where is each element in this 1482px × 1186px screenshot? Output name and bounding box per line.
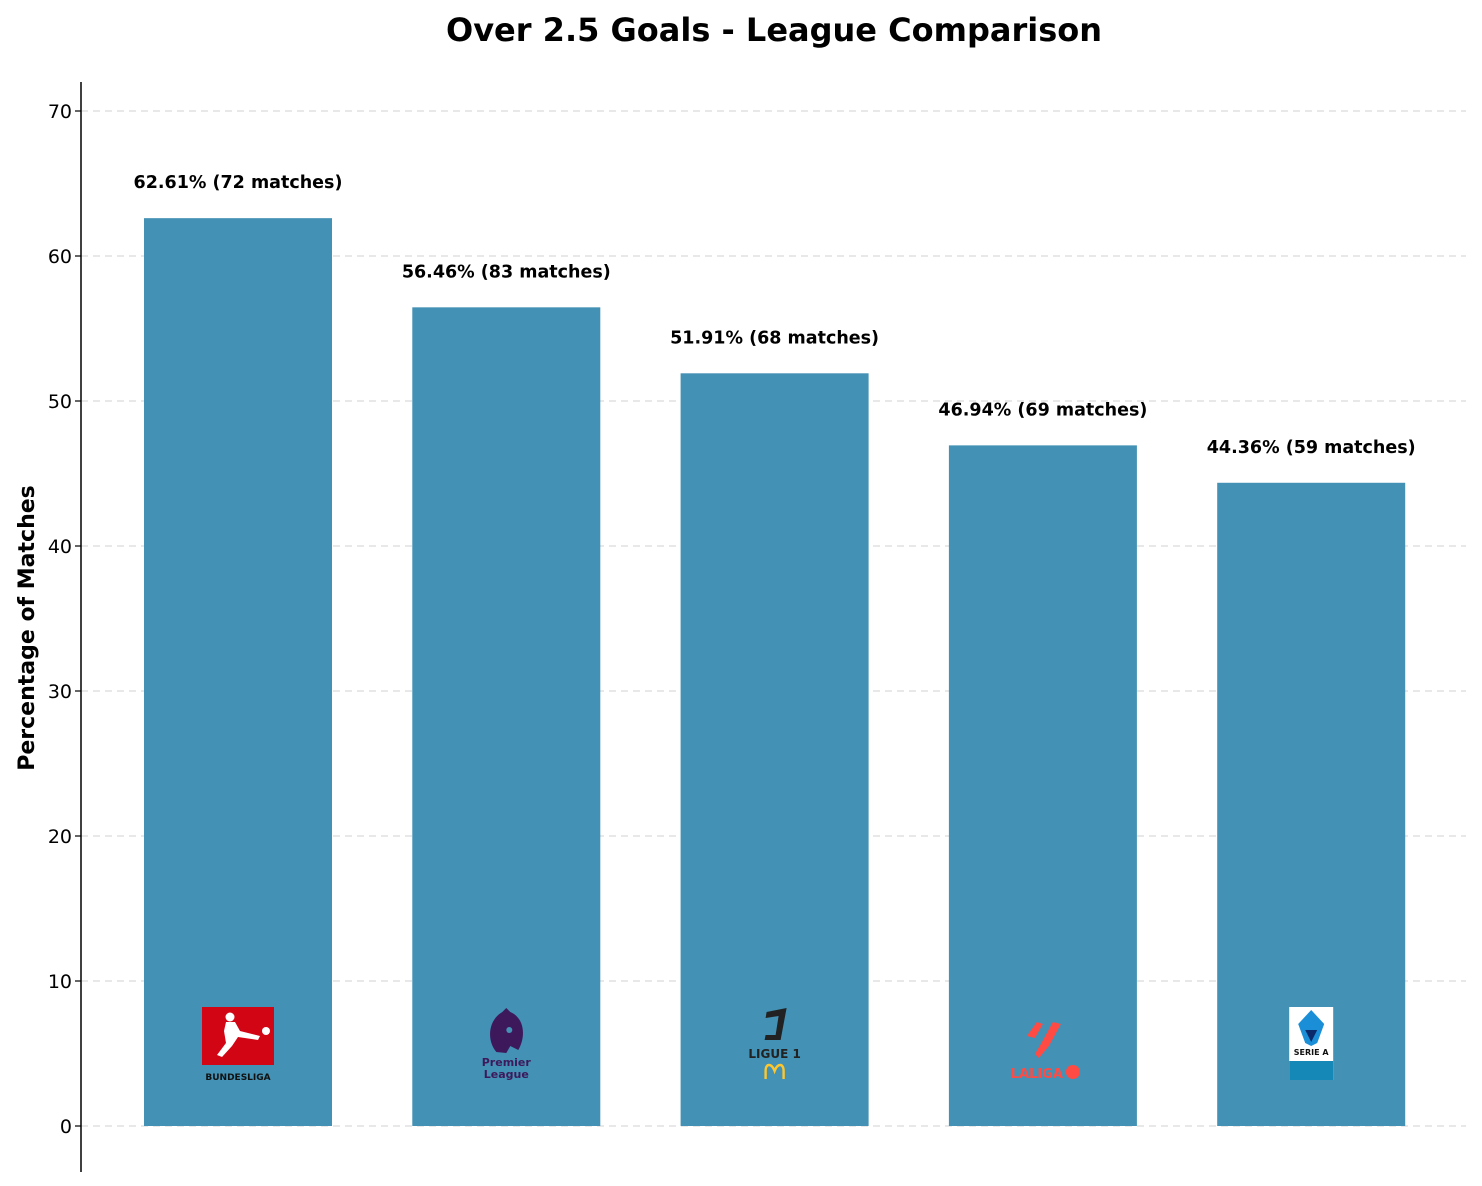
- y-tick-label: 70: [48, 101, 72, 123]
- data-labels: 62.61% (72 matches) 56.46% (83 matches) 51…: [134, 173, 1416, 458]
- svg-text:Premier: Premier: [482, 1056, 532, 1069]
- data-label: 44.36% (59 matches): [1207, 438, 1416, 458]
- y-axis-ticks: 0 10 20 30 40 50 60 70: [48, 101, 81, 1138]
- laliga-logo: LALIGA: [1011, 1022, 1080, 1082]
- bar-bundesliga: [144, 218, 332, 1126]
- y-tick-label: 50: [48, 391, 72, 413]
- y-tick-label: 10: [48, 971, 72, 993]
- y-tick-label: 30: [48, 681, 72, 703]
- bundesliga-logo: BUNDESLIGA: [202, 1007, 274, 1083]
- bar-laliga: [948, 445, 1137, 1126]
- y-tick-label: 40: [48, 536, 72, 558]
- bars: [144, 218, 1406, 1127]
- data-label: 56.46% (83 matches): [402, 262, 611, 282]
- data-label: 51.91% (68 matches): [670, 328, 879, 348]
- serie-a-logo: SERIE A: [1289, 1007, 1334, 1080]
- bar-ligue-1: [680, 373, 869, 1126]
- ligue1-logo: LIGUE 1: [748, 1008, 801, 1079]
- y-tick-label: 20: [48, 826, 72, 848]
- svg-text:LALIGA: LALIGA: [1011, 1067, 1063, 1082]
- bar-premier-league: [412, 307, 601, 1127]
- y-tick-label: 60: [48, 246, 72, 268]
- svg-text:League: League: [484, 1068, 529, 1081]
- svg-text:SERIE A: SERIE A: [1294, 1048, 1330, 1057]
- y-axis-label: Percentage of Matches: [15, 485, 40, 771]
- y-tick-label: 0: [60, 1116, 72, 1138]
- data-label: 46.94% (69 matches): [938, 400, 1147, 420]
- svg-text:BUNDESLIGA: BUNDESLIGA: [205, 1073, 270, 1083]
- chart-title: Over 2.5 Goals - League Comparison: [446, 11, 1102, 49]
- svg-text:LIGUE 1: LIGUE 1: [748, 1047, 800, 1061]
- data-label: 62.61% (72 matches): [134, 173, 343, 193]
